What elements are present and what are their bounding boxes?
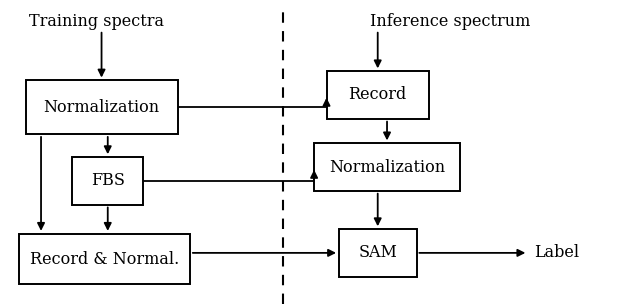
FancyBboxPatch shape (314, 143, 460, 191)
Text: Record: Record (348, 87, 407, 103)
Text: Record & Normal.: Record & Normal. (30, 250, 179, 268)
Text: Normalization: Normalization (44, 99, 160, 116)
Text: Training spectra: Training spectra (29, 13, 164, 30)
Text: Inference spectrum: Inference spectrum (371, 13, 531, 30)
FancyBboxPatch shape (339, 229, 417, 277)
Text: Normalization: Normalization (329, 159, 445, 176)
FancyBboxPatch shape (72, 157, 144, 205)
Text: Label: Label (534, 244, 580, 261)
Text: FBS: FBS (91, 172, 124, 189)
FancyBboxPatch shape (327, 71, 429, 119)
FancyBboxPatch shape (19, 234, 190, 284)
Text: SAM: SAM (358, 244, 397, 261)
FancyBboxPatch shape (26, 80, 177, 134)
